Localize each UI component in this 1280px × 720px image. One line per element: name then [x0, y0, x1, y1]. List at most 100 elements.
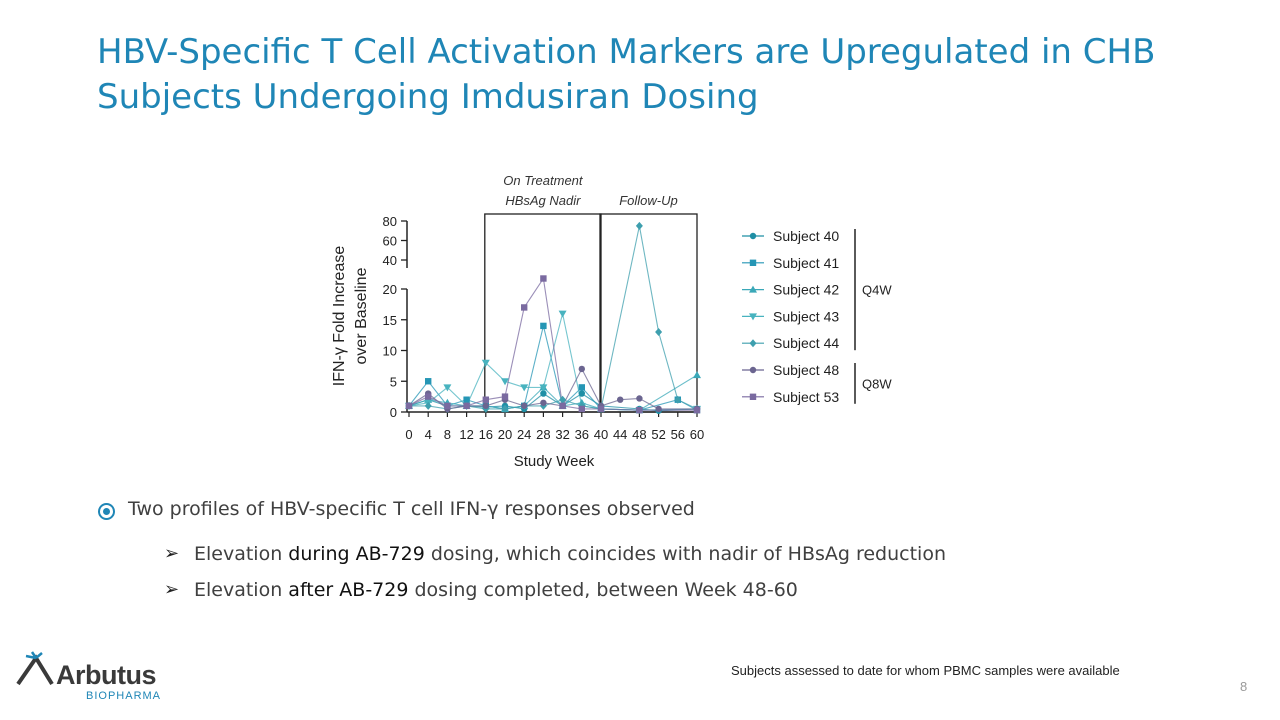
y-tick-label-20: 20 — [383, 282, 397, 297]
series-6-point-5 — [501, 393, 509, 400]
series-5-point-12 — [636, 395, 643, 402]
legend-label-0: Subject 40 — [773, 228, 839, 244]
sub2-post: dosing completed, between Week 48-60 — [408, 579, 798, 601]
x-tick-label-0: 0 — [405, 427, 412, 442]
legend-marker-0 — [749, 232, 757, 240]
sub1-pre: Elevation — [194, 543, 289, 565]
x-tick-label-36: 36 — [575, 427, 589, 442]
series-1-point-3 — [463, 396, 470, 403]
series-6-point-6 — [521, 304, 528, 311]
region-box-0 — [484, 213, 602, 413]
legend-label-4: Subject 44 — [773, 335, 839, 351]
legend-marker-2 — [749, 285, 757, 293]
series-6-point-7 — [540, 275, 547, 282]
y-axis-label: IFN-γ Fold Increase over Baseline — [331, 246, 370, 387]
arbutus-logo: Arbutus BIOPHARMA — [12, 648, 172, 706]
series-1-point-9 — [578, 384, 585, 391]
legend-marker-5 — [749, 366, 757, 374]
legend-label-5: Subject 48 — [773, 362, 839, 378]
x-tick-label-28: 28 — [536, 427, 550, 442]
footnote: Subjects assessed to date for whom PBMC … — [731, 663, 1120, 678]
x-tick-label-20: 20 — [498, 427, 512, 442]
page-number: 8 — [1240, 679, 1248, 694]
page-title: HBV-Specific T Cell Activation Markers a… — [97, 32, 1156, 117]
legend-label-2: Subject 42 — [773, 282, 839, 298]
sub1-post: dosing, which coincides with nadir of HB… — [424, 543, 946, 565]
group-label-1: Q8W — [862, 376, 892, 391]
x-axis-label: Study Week — [514, 453, 595, 470]
series-6-point-1 — [425, 393, 432, 400]
series-3-point-7 — [539, 384, 548, 392]
series-3-point-2 — [443, 384, 452, 392]
series-4-point-12 — [655, 328, 663, 337]
arbutus-tree-icon — [16, 651, 54, 686]
y-tick-label-40: 40 — [383, 253, 397, 268]
series-3-point-6 — [520, 384, 529, 392]
series-5-point-11 — [617, 396, 624, 403]
legend-marker-1 — [749, 259, 757, 266]
series-6-point-0 — [405, 402, 413, 410]
legend-label-3: Subject 43 — [773, 308, 839, 324]
y-tick-label-10: 10 — [383, 344, 397, 359]
region-label-0-1: HBsAg Nadir — [505, 193, 581, 208]
series-4-point-8 — [559, 395, 567, 404]
x-tick-label-8: 8 — [444, 427, 451, 442]
series-4-point-5 — [501, 404, 509, 413]
bullet-main-text: Two profiles of HBV-specific T cell IFN-… — [128, 498, 695, 520]
series-6-point-4 — [482, 396, 489, 403]
y-tick-label-80: 80 — [383, 214, 397, 229]
legend-marker-3 — [749, 313, 757, 321]
series-5-point-9 — [578, 365, 585, 373]
series-6-point-12 — [693, 406, 701, 414]
series-3-point-8 — [558, 310, 567, 318]
legend-label-6: Subject 53 — [773, 389, 839, 405]
series-0-point-9 — [578, 390, 585, 397]
series-2-point-12 — [693, 371, 701, 379]
series-3-point-5 — [501, 378, 509, 386]
series-3-point-4 — [481, 359, 490, 367]
logo-sub: BIOPHARMA — [86, 690, 162, 702]
y-tick-label-0: 0 — [390, 405, 397, 420]
series-line-6 — [408, 277, 697, 411]
series-5-point-6 — [521, 402, 528, 410]
series-4-point-13 — [674, 395, 682, 404]
arrow-bullet-icon: ➢ — [164, 579, 180, 600]
x-tick-label-4: 4 — [425, 427, 432, 442]
series-6-point-8 — [559, 402, 566, 410]
series-1-point-1 — [425, 378, 432, 385]
x-tick-label-12: 12 — [459, 427, 473, 442]
series-6-point-10 — [597, 405, 605, 413]
legend-marker-6 — [749, 393, 757, 400]
sub1-bold: during AB-729 — [288, 543, 425, 565]
y-tick-label-15: 15 — [383, 313, 397, 328]
arrow-bullet-icon: ➢ — [164, 543, 180, 564]
series-5-point-7 — [540, 399, 547, 406]
series-1-point-7 — [540, 322, 547, 330]
series-0-point-7 — [540, 390, 547, 397]
region-label-0-0: On Treatment — [503, 173, 584, 188]
group-label-0: Q4W — [862, 283, 892, 298]
y-tick-label-5: 5 — [390, 374, 397, 389]
sub2-pre: Elevation — [194, 579, 289, 601]
x-tick-label-52: 52 — [651, 427, 665, 442]
ifn-gamma-chart: On Treatment HBsAg Nadir Follow-Up 0 5 10 15 2… — [331, 173, 892, 470]
x-tick-label-16: 16 — [479, 427, 493, 442]
legend-label-1: Subject 41 — [773, 255, 839, 271]
series-line-4 — [409, 225, 698, 410]
x-tick-label-40: 40 — [594, 427, 608, 442]
bullet-radio-icon — [98, 503, 115, 520]
x-tick-label-44: 44 — [613, 427, 627, 442]
series-4-point-11 — [635, 221, 643, 230]
sub2-bold: after AB-729 — [288, 579, 409, 601]
series-4-point-1 — [424, 401, 432, 410]
series-6-point-3 — [463, 402, 470, 410]
x-tick-label-32: 32 — [555, 427, 569, 442]
x-tick-label-48: 48 — [632, 427, 646, 442]
series-6-point-2 — [444, 402, 451, 410]
x-tick-label-24: 24 — [517, 427, 531, 442]
series-6-point-9 — [578, 405, 585, 413]
series-5-point-4 — [482, 402, 489, 410]
legend-marker-4 — [749, 339, 757, 348]
series-5-point-13 — [655, 405, 662, 413]
series-6-point-11 — [636, 406, 643, 414]
